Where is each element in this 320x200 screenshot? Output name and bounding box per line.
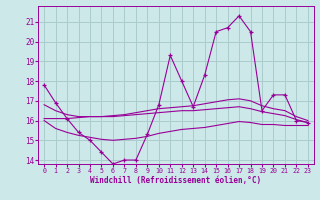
X-axis label: Windchill (Refroidissement éolien,°C): Windchill (Refroidissement éolien,°C) <box>91 176 261 185</box>
